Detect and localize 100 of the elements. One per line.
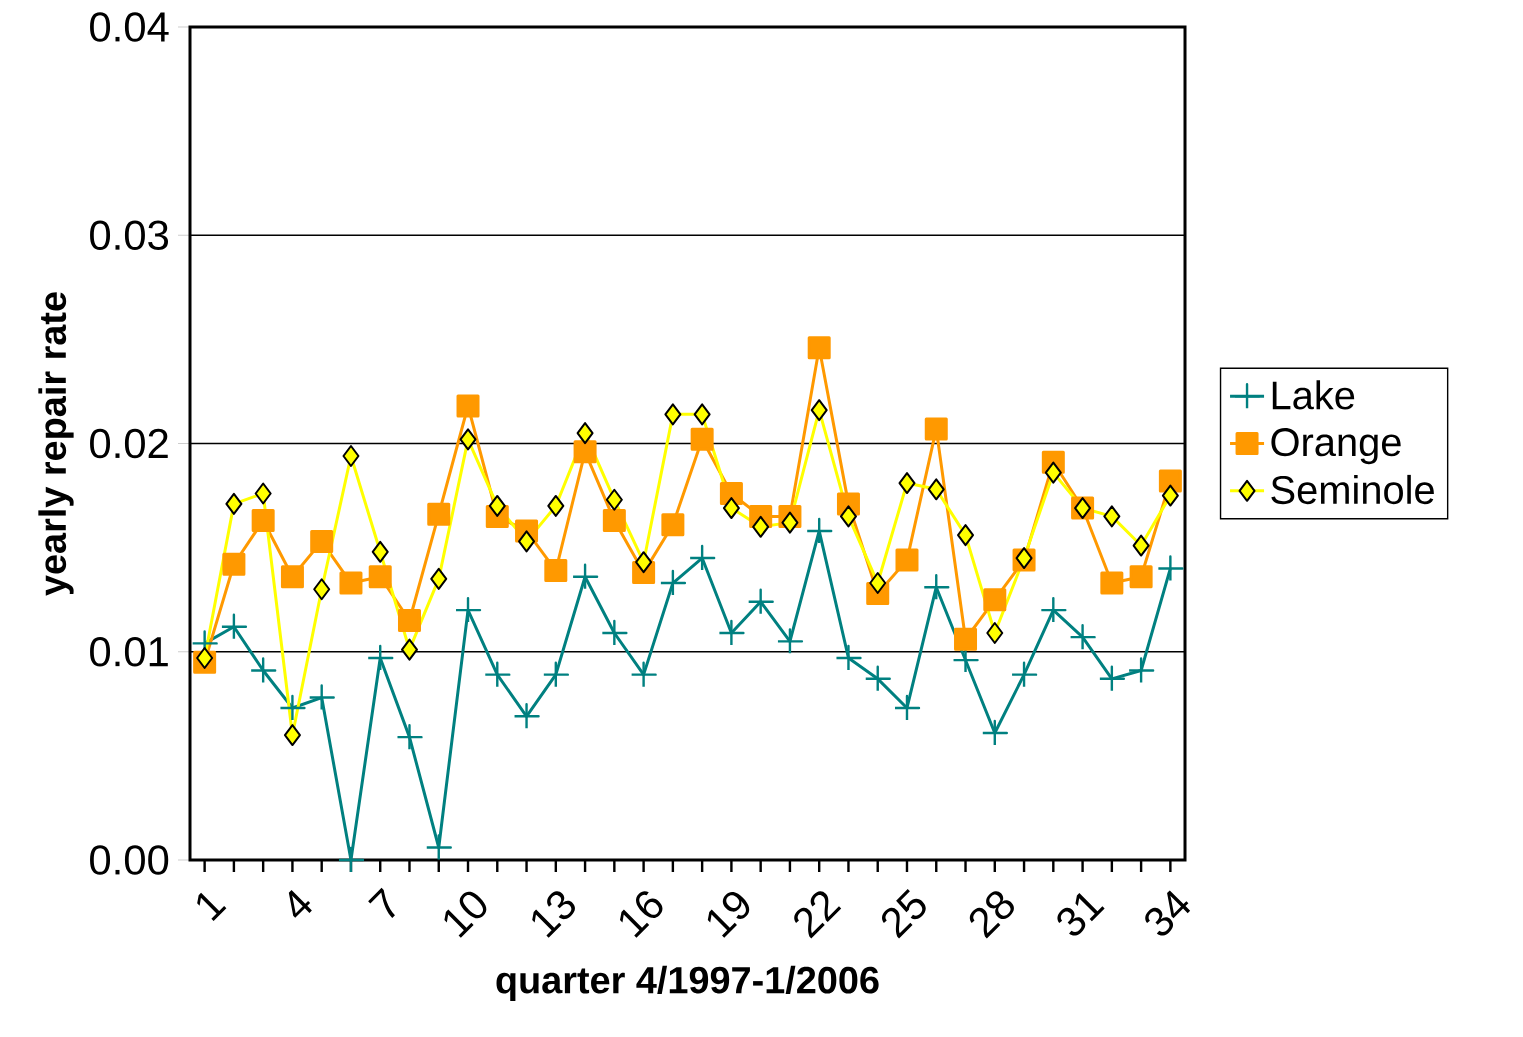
- x-tick-label: 10: [444, 891, 487, 938]
- point: [313, 578, 331, 601]
- point: [924, 417, 948, 441]
- point: [1157, 555, 1184, 582]
- point: [747, 588, 774, 615]
- point: [196, 646, 214, 669]
- point: [571, 563, 599, 590]
- point: [310, 529, 334, 553]
- point: [1129, 565, 1153, 589]
- point: [635, 551, 653, 574]
- point: [1158, 469, 1182, 493]
- point: [895, 548, 919, 572]
- point: [659, 569, 687, 597]
- point: [396, 723, 423, 751]
- point: [719, 481, 743, 505]
- point: [869, 572, 887, 595]
- point: [718, 619, 745, 647]
- point: [1010, 661, 1038, 688]
- point: [1161, 484, 1179, 507]
- point: [279, 694, 306, 722]
- x-tick-label: 1: [197, 892, 227, 921]
- point: [484, 661, 511, 688]
- point: [693, 403, 711, 426]
- point: [957, 524, 975, 547]
- point: [342, 444, 360, 467]
- x-tick-label: 13: [532, 891, 575, 938]
- point: [722, 497, 740, 520]
- point: [776, 628, 804, 655]
- point: [456, 394, 480, 418]
- legend-label: Lake: [1272, 380, 1355, 410]
- point: [222, 552, 246, 576]
- point: [986, 622, 1004, 645]
- point: [518, 530, 536, 553]
- point: [280, 565, 304, 589]
- point: [337, 846, 365, 874]
- point: [367, 644, 394, 672]
- point: [690, 427, 714, 451]
- point: [308, 684, 335, 711]
- point: [807, 336, 831, 360]
- point: [602, 509, 626, 533]
- point: [810, 399, 828, 422]
- point: [983, 588, 1007, 612]
- point: [927, 478, 945, 501]
- point: [781, 511, 799, 534]
- y-tick-label: 0.00: [90, 845, 169, 875]
- point: [249, 657, 277, 684]
- point: [835, 644, 862, 672]
- point: [1100, 571, 1124, 595]
- point: [339, 571, 363, 595]
- point: [454, 596, 482, 624]
- point: [459, 428, 477, 451]
- point: [397, 609, 421, 633]
- point: [806, 517, 833, 545]
- point: [664, 403, 682, 426]
- point: [220, 613, 248, 640]
- point: [427, 502, 451, 526]
- point: [898, 472, 916, 495]
- x-tick-label: 4: [288, 890, 312, 918]
- x-tick-label: 34: [1145, 890, 1191, 936]
- x-tick-label: 22: [794, 891, 842, 939]
- point: [576, 422, 594, 445]
- point: [688, 544, 716, 572]
- point: [547, 494, 565, 517]
- point: [923, 573, 950, 601]
- legend-label: Seminole: [1271, 474, 1434, 505]
- x-tick-label: 7: [368, 887, 395, 918]
- y-tick-label: 0.01: [90, 636, 168, 667]
- point: [1127, 657, 1155, 684]
- point: [630, 661, 657, 688]
- point: [371, 540, 389, 563]
- point: [225, 492, 243, 515]
- point: [954, 627, 978, 651]
- y-tick-label: 0.02: [90, 428, 168, 459]
- x-axis-title: quarter 4/1997-1/2006: [496, 965, 879, 1002]
- point: [661, 513, 685, 537]
- legend-label: Orange: [1271, 428, 1401, 465]
- point: [573, 440, 597, 464]
- point: [1098, 665, 1126, 693]
- point: [425, 834, 452, 861]
- y-axis-title: yearly repair rate: [38, 292, 74, 596]
- point: [513, 703, 540, 730]
- x-tick-label: 28: [969, 891, 1014, 939]
- point: [488, 494, 506, 517]
- point: [601, 619, 628, 647]
- point: [839, 505, 857, 528]
- point: [283, 724, 301, 747]
- point: [400, 638, 418, 661]
- x-tick-label: 19: [707, 891, 750, 938]
- point: [1069, 623, 1096, 651]
- point: [605, 488, 623, 511]
- point: [1132, 534, 1150, 557]
- x-tick-label: 31: [1057, 893, 1105, 936]
- point: [254, 482, 272, 505]
- point: [1040, 596, 1067, 624]
- point: [981, 719, 1008, 747]
- point: [864, 665, 891, 693]
- y-tick-label: 0.03: [90, 220, 169, 251]
- point: [251, 509, 275, 533]
- point: [544, 559, 568, 583]
- point: [542, 661, 570, 688]
